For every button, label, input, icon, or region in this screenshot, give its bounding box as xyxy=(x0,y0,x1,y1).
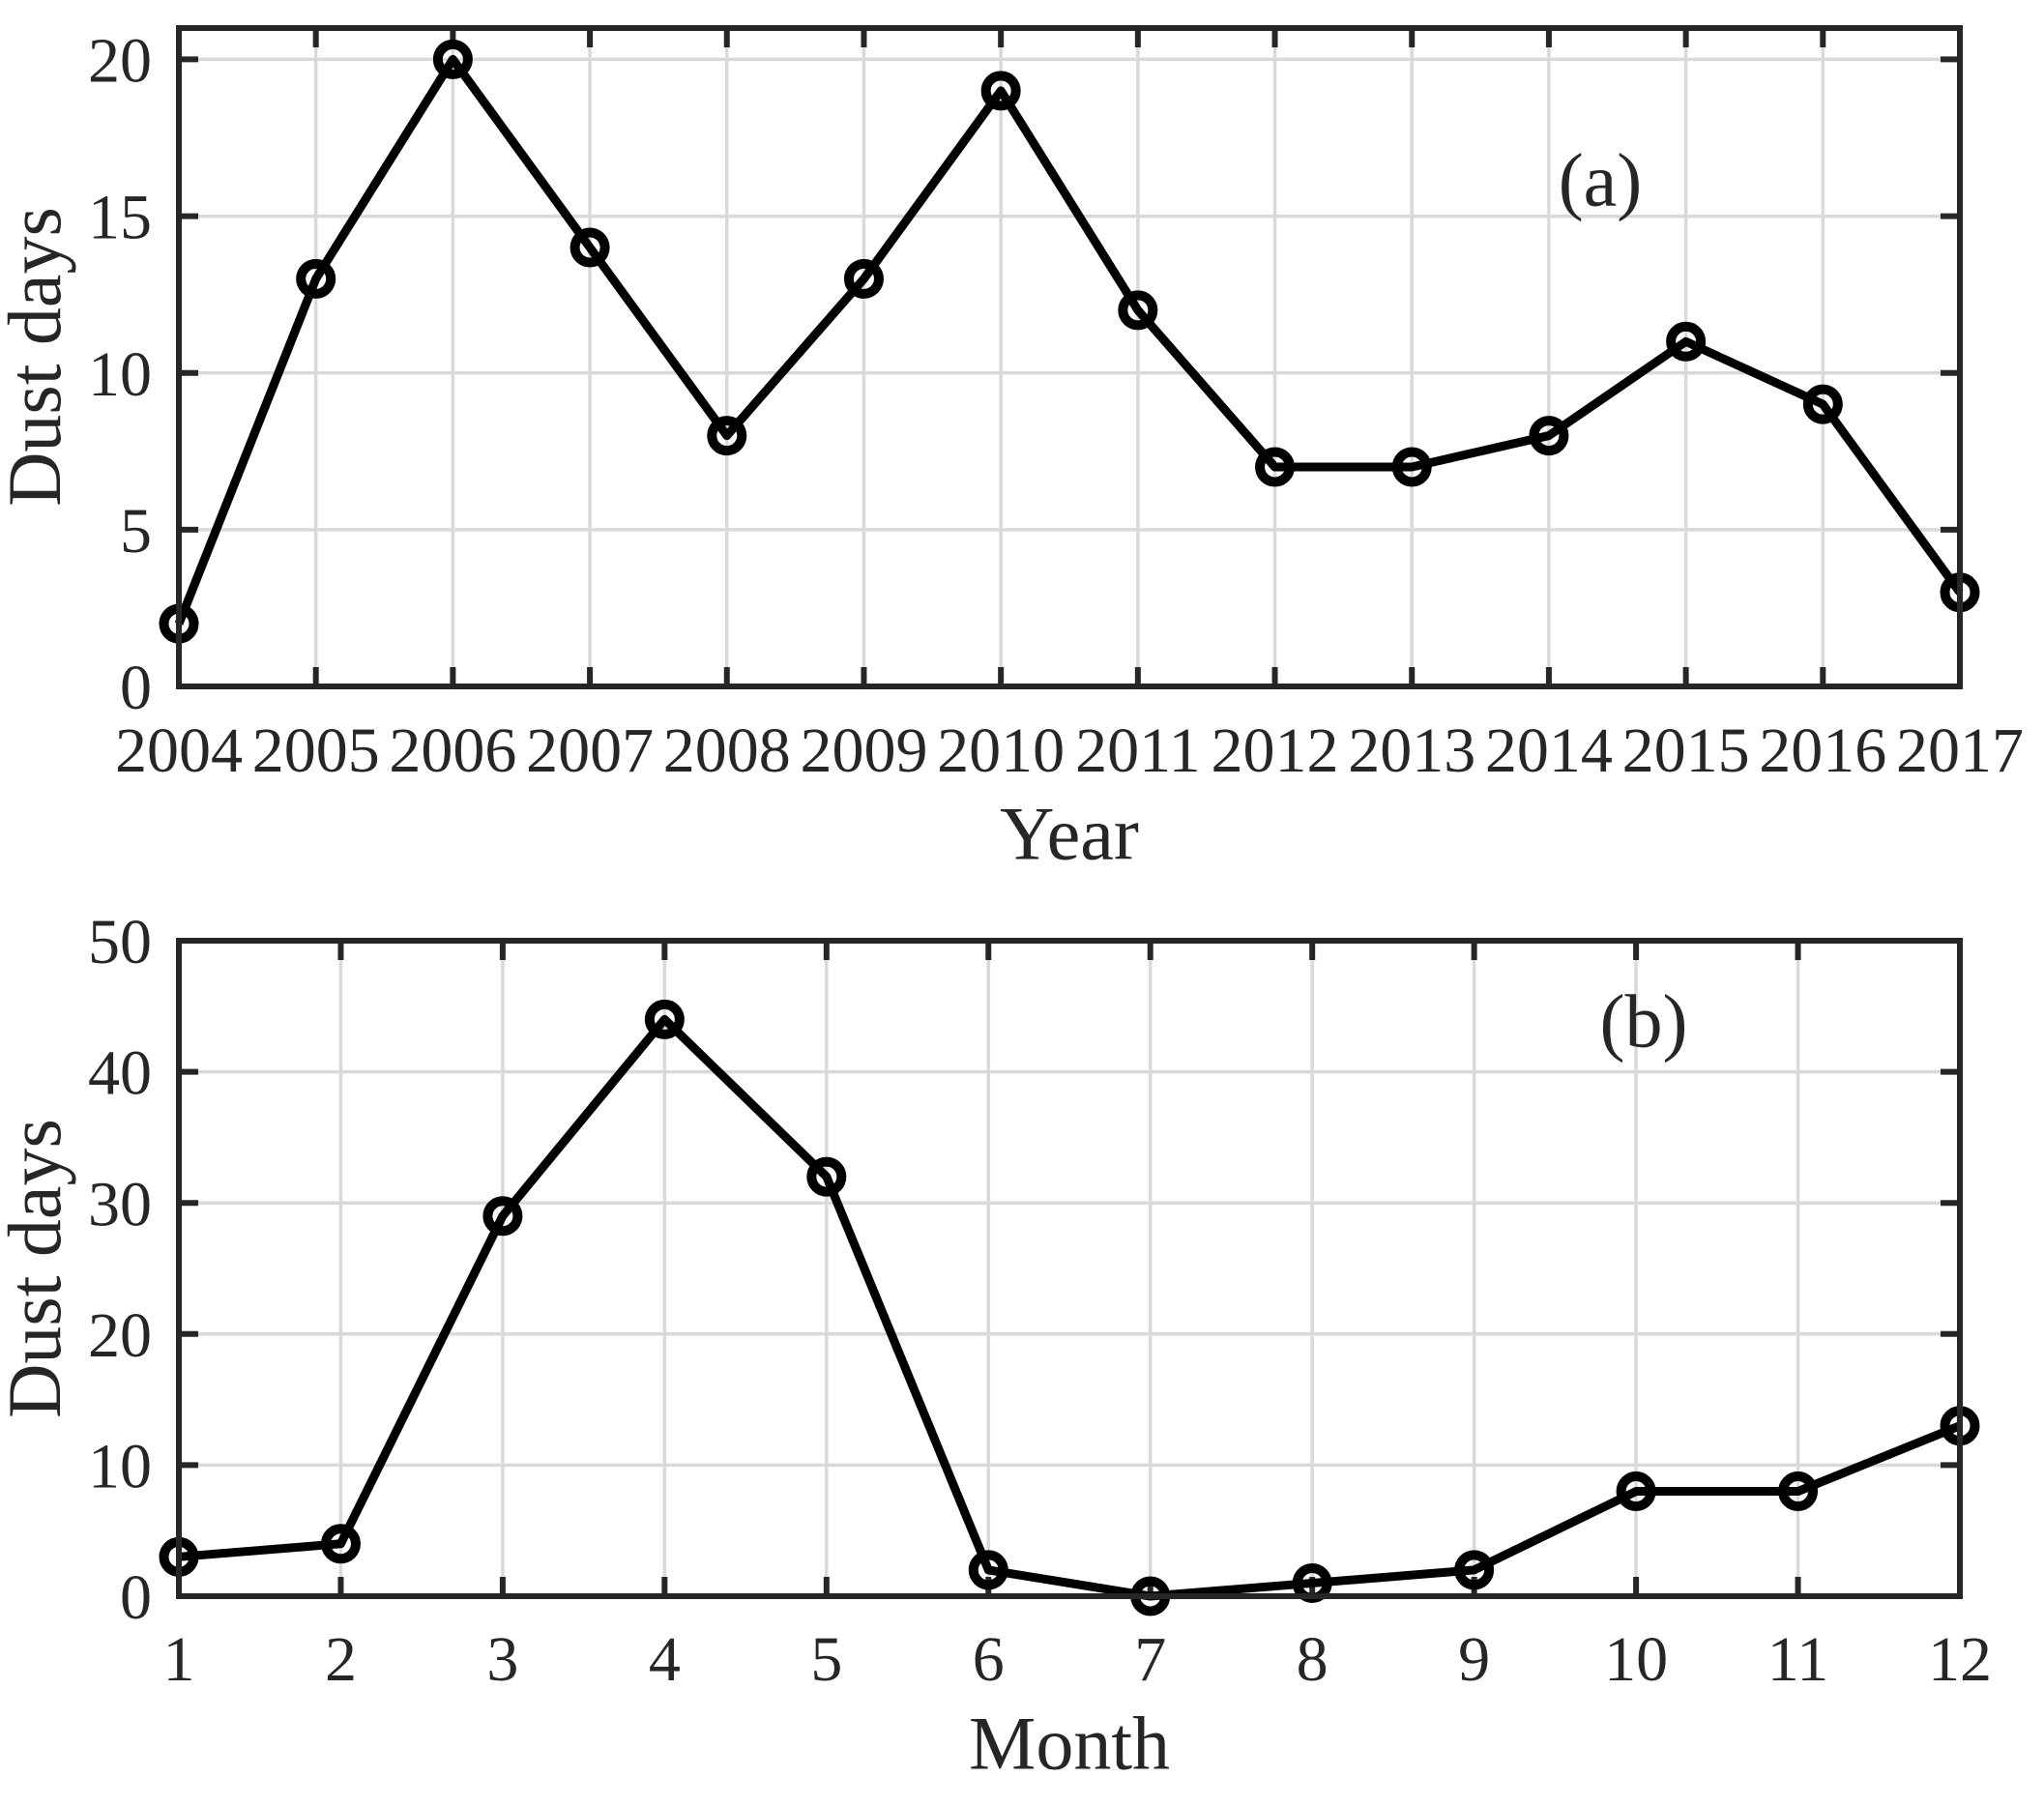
x-tick-label: 4 xyxy=(649,1624,681,1695)
data-point-marker xyxy=(1802,384,1843,424)
x-tick-label: 8 xyxy=(1297,1624,1329,1695)
y-tick-label: 50 xyxy=(88,907,152,977)
y-tick-label: 40 xyxy=(88,1038,152,1109)
y-tick-label: 10 xyxy=(88,339,152,410)
x-tick-label: 2010 xyxy=(937,715,1065,786)
data-point-marker xyxy=(1118,290,1158,331)
panel-b-series xyxy=(159,999,1980,1617)
data-point-marker xyxy=(644,999,685,1039)
panel-a-grid xyxy=(179,28,1960,686)
x-tick-label: 2007 xyxy=(526,715,654,786)
panel-b-ytick-labels: 0 10 20 30 40 50 xyxy=(88,907,152,1633)
x-tick-label: 2006 xyxy=(389,715,516,786)
panel-a-tag: (a) xyxy=(1559,137,1643,221)
data-point-marker xyxy=(707,416,747,456)
y-tick-label: 0 xyxy=(120,653,152,723)
x-tick-label: 2 xyxy=(325,1624,357,1695)
x-tick-label: 2013 xyxy=(1348,715,1475,786)
data-point-marker xyxy=(980,71,1021,111)
x-tick-label: 6 xyxy=(973,1624,1005,1695)
x-tick-label: 2011 xyxy=(1075,715,1201,786)
series-line xyxy=(178,1014,1962,1601)
x-tick-label: 2016 xyxy=(1759,715,1886,786)
panel-a-ytick-labels: 0 5 10 15 20 xyxy=(88,26,152,724)
data-point-marker xyxy=(968,1550,1008,1590)
data-point-marker xyxy=(320,1524,361,1564)
x-tick-label: 2012 xyxy=(1212,715,1339,786)
x-tick-label: 2015 xyxy=(1622,715,1750,786)
data-point-marker xyxy=(1666,321,1707,362)
x-tick-label: 1 xyxy=(163,1624,195,1695)
panel-b-xtick-labels: 1 2 3 4 5 6 7 8 9 10 11 12 xyxy=(163,1624,1993,1695)
data-point-marker xyxy=(432,39,473,79)
x-tick-label: 11 xyxy=(1767,1624,1829,1695)
panel-a-ylabel: Dust days xyxy=(0,207,76,507)
y-tick-label: 20 xyxy=(88,1300,152,1371)
data-point-marker xyxy=(1454,1550,1495,1590)
data-point-marker xyxy=(569,227,610,268)
panel-a-xlabel: Year xyxy=(1000,791,1139,875)
y-tick-label: 5 xyxy=(120,496,152,567)
y-tick-label: 30 xyxy=(88,1169,152,1239)
x-tick-label: 7 xyxy=(1134,1624,1166,1695)
data-point-marker xyxy=(806,1156,847,1197)
x-tick-label: 2008 xyxy=(663,715,791,786)
y-tick-label: 20 xyxy=(88,26,152,97)
data-point-marker xyxy=(1778,1471,1819,1512)
x-tick-label: 5 xyxy=(810,1624,842,1695)
x-tick-label: 2004 xyxy=(115,715,243,786)
panel-b-ticks xyxy=(176,938,1963,1596)
x-tick-label: 2014 xyxy=(1485,715,1613,786)
x-tick-label: 10 xyxy=(1604,1624,1668,1695)
panel-a: 2004 2005 2006 2007 2008 2009 2010 2011 2012 2013… xyxy=(0,25,2024,875)
panel-b-grid xyxy=(179,941,1960,1596)
x-tick-label: 2005 xyxy=(252,715,380,786)
panel-b-tag: (b) xyxy=(1600,978,1688,1063)
panel-b-ylabel: Dust days xyxy=(0,1119,76,1418)
series-line xyxy=(174,54,1964,626)
y-tick-label: 15 xyxy=(88,183,152,253)
data-point-marker xyxy=(1529,416,1569,456)
panel-a-series xyxy=(159,39,1980,644)
panel-a-axes-box xyxy=(176,25,1963,689)
panel-a-xtick-labels: 2004 2005 2006 2007 2008 2009 2010 2011 2012 2013… xyxy=(115,715,2024,786)
data-point-marker xyxy=(482,1196,523,1237)
x-tick-label: 3 xyxy=(486,1624,518,1695)
x-tick-label: 2009 xyxy=(800,715,927,786)
panel-b-xlabel: Month xyxy=(969,1701,1170,1785)
y-tick-label: 10 xyxy=(88,1432,152,1502)
x-tick-label: 12 xyxy=(1928,1624,1992,1695)
panel-b-axes-box xyxy=(176,938,1963,1599)
y-tick-label: 0 xyxy=(120,1562,152,1633)
x-tick-label: 2017 xyxy=(1896,715,2024,786)
data-point-marker xyxy=(296,258,336,299)
data-point-marker xyxy=(1616,1471,1656,1512)
data-point-marker xyxy=(1255,447,1296,487)
x-tick-label: 9 xyxy=(1458,1624,1490,1695)
data-point-marker xyxy=(1391,447,1432,487)
data-point-marker xyxy=(843,258,884,299)
